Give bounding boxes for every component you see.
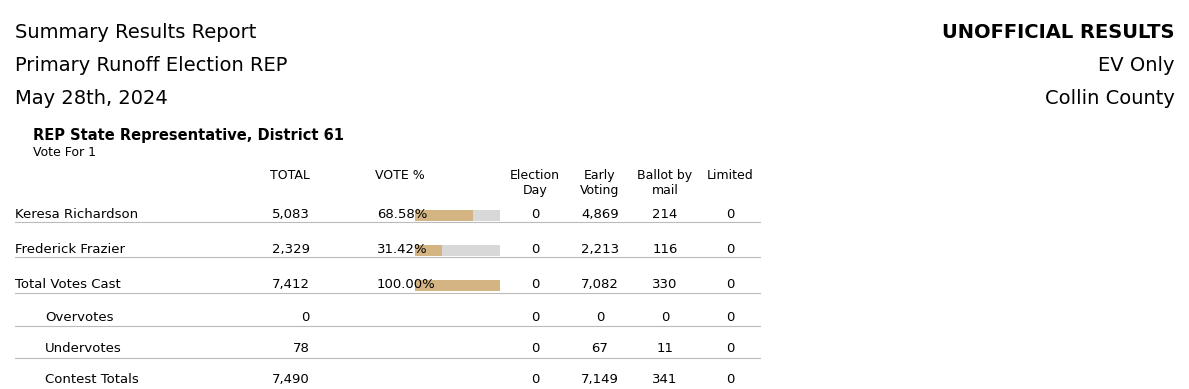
Text: 0: 0 (725, 208, 734, 221)
Text: 31.42%: 31.42% (377, 243, 428, 256)
Text: Keresa Richardson: Keresa Richardson (15, 208, 138, 221)
Text: EV Only: EV Only (1099, 56, 1175, 75)
Text: VOTE %: VOTE % (375, 169, 424, 182)
Text: 7,149: 7,149 (581, 373, 619, 386)
Text: 0: 0 (302, 311, 310, 324)
Text: 0: 0 (530, 278, 539, 291)
Text: Vote For 1: Vote For 1 (33, 146, 96, 159)
Bar (415, 210, 473, 221)
Text: Frederick Frazier: Frederick Frazier (15, 243, 125, 256)
Text: TOTAL: TOTAL (270, 169, 310, 182)
Text: 0: 0 (725, 278, 734, 291)
Text: 0: 0 (530, 342, 539, 355)
Text: Total Votes Cast: Total Votes Cast (15, 278, 121, 291)
Text: 116: 116 (653, 243, 678, 256)
Bar (415, 245, 501, 256)
Text: 330: 330 (653, 278, 678, 291)
Text: 0: 0 (725, 342, 734, 355)
Bar (415, 280, 501, 291)
Text: 2,213: 2,213 (581, 243, 619, 256)
Text: 5,083: 5,083 (272, 208, 310, 221)
Bar (415, 280, 501, 291)
Text: 11: 11 (656, 342, 673, 355)
Text: 0: 0 (530, 243, 539, 256)
Text: 0: 0 (530, 208, 539, 221)
Text: 78: 78 (294, 342, 310, 355)
Text: Summary Results Report: Summary Results Report (15, 23, 257, 42)
Text: Overvotes: Overvotes (45, 311, 113, 324)
Text: 7,412: 7,412 (272, 278, 310, 291)
Text: REP State Representative, District 61: REP State Representative, District 61 (33, 128, 344, 144)
Text: 2,329: 2,329 (272, 243, 310, 256)
Bar (415, 210, 501, 221)
Text: 7,490: 7,490 (272, 373, 310, 386)
Text: 0: 0 (661, 311, 669, 324)
Text: Contest Totals: Contest Totals (45, 373, 139, 386)
Text: 100.00%: 100.00% (377, 278, 435, 291)
Text: UNOFFICIAL RESULTS: UNOFFICIAL RESULTS (943, 23, 1175, 42)
Text: 7,082: 7,082 (581, 278, 619, 291)
Text: Collin County: Collin County (1045, 89, 1175, 109)
Text: Undervotes: Undervotes (45, 342, 121, 355)
Text: 0: 0 (725, 311, 734, 324)
Text: 0: 0 (725, 373, 734, 386)
Text: 0: 0 (530, 311, 539, 324)
Text: 341: 341 (653, 373, 678, 386)
Text: 0: 0 (725, 243, 734, 256)
Text: 214: 214 (653, 208, 678, 221)
Text: Election
Day: Election Day (510, 169, 560, 197)
Text: 0: 0 (530, 373, 539, 386)
Text: Early
Voting: Early Voting (580, 169, 619, 197)
Bar (415, 245, 441, 256)
Text: 67: 67 (592, 342, 609, 355)
Text: Ballot by
mail: Ballot by mail (637, 169, 692, 197)
Text: 4,869: 4,869 (581, 208, 618, 221)
Text: May 28th, 2024: May 28th, 2024 (15, 89, 168, 109)
Text: 0: 0 (596, 311, 604, 324)
Text: Primary Runoff Election REP: Primary Runoff Election REP (15, 56, 288, 75)
Text: Limited: Limited (706, 169, 754, 182)
Text: 68.58%: 68.58% (377, 208, 427, 221)
